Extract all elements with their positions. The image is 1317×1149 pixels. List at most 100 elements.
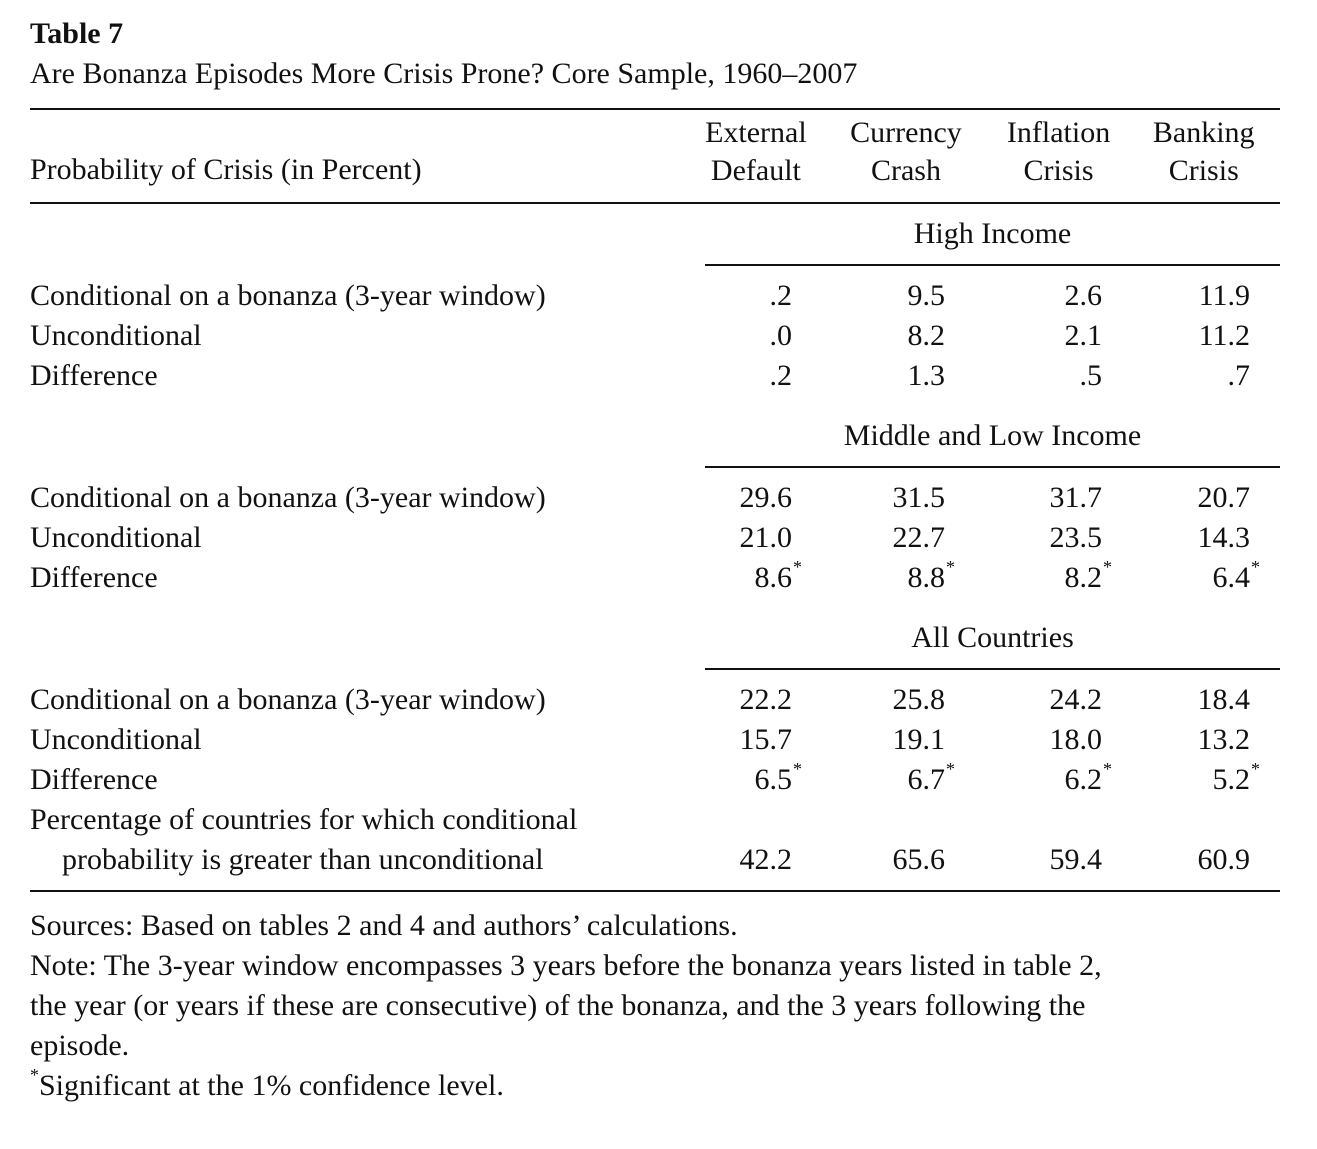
table-row: Conditional on a bonanza (3-year window)…: [30, 276, 1280, 316]
section-heading: Middle and Low Income: [843, 419, 1142, 452]
table-cell: .2: [770, 356, 793, 396]
row-label: Conditional on a bonanza (3-year window): [30, 481, 546, 514]
significance-asterisk: *: [1251, 759, 1260, 779]
table-row: Difference 8.6* 8.8* 8.2* 6.4*: [30, 557, 1280, 601]
table-cell: .7: [1228, 356, 1251, 396]
cell-value: 8.2: [1064, 561, 1103, 594]
section-rows: Conditional on a bonanza (3-year window)…: [30, 276, 1280, 396]
table-cell: 18.0: [1050, 720, 1103, 760]
cell-value: .0: [769, 319, 793, 352]
column-header-inflation-crisis: Inflation Crisis: [1006, 116, 1111, 187]
asterisk-marker: *: [30, 1065, 39, 1085]
table-cell: 1.3: [908, 356, 946, 396]
table-cell: 8.6*: [754, 557, 803, 601]
table-cell: 8.2: [908, 316, 946, 356]
cell-value: 22.7: [892, 521, 946, 554]
table-cell: 8.2*: [1064, 557, 1113, 601]
stub-header: Probability of Crisis (in Percent): [30, 153, 422, 186]
table-notes: Sources: Based on tables 2 and 4 and aut…: [30, 906, 1280, 1109]
table-row: Conditional on a bonanza (3-year window)…: [30, 680, 1280, 720]
table-cell: 23.5: [1050, 518, 1103, 558]
table-cell: 6.5*: [754, 759, 803, 803]
bottom-rule: [30, 890, 1280, 892]
cell-value: 18.4: [1197, 683, 1251, 716]
cell-value: 6.4: [1212, 561, 1251, 594]
section-rows: Conditional on a bonanza (3-year window)…: [30, 680, 1280, 880]
table-cell: 18.4: [1198, 680, 1251, 720]
note-line: Note: The 3-year window encompasses 3 ye…: [30, 949, 1102, 982]
cell-value: 2.1: [1064, 319, 1103, 352]
significance-asterisk: *: [946, 557, 955, 577]
table-row: Conditional on a bonanza (3-year window)…: [30, 478, 1280, 518]
cell-value: 21.0: [739, 521, 793, 554]
row-label-line: probability is greater than unconditiona…: [62, 843, 544, 876]
cell-value: 9.5: [907, 279, 946, 312]
cell-value: 29.6: [739, 481, 793, 514]
row-label: Percentage of countries for which condit…: [30, 800, 700, 880]
cell-value: 1.3: [907, 359, 946, 392]
cell-value: 20.7: [1197, 481, 1251, 514]
table-cell: 22.7: [893, 518, 946, 558]
table-cell: 2.6: [1065, 276, 1103, 316]
cell-value: 22.2: [739, 683, 793, 716]
table-cell: 20.7: [1198, 478, 1251, 518]
row-label: Conditional on a bonanza (3-year window): [30, 279, 546, 312]
table-cell: 59.4: [1049, 843, 1103, 876]
column-header-banking-crisis: Banking Crisis: [1152, 116, 1255, 187]
table-cell: 2.1: [1065, 316, 1103, 356]
table-cell: 6.2*: [1065, 759, 1113, 803]
section-heading: All Countries: [911, 621, 1074, 654]
table-cell: 24.2: [1050, 680, 1103, 720]
cell-value: 8.6: [754, 561, 793, 594]
table-cell: 8.8*: [907, 557, 956, 601]
section-heading-row: High Income: [30, 204, 1280, 264]
table-cell: 5.2*: [1213, 759, 1261, 803]
row-label: Difference: [30, 561, 158, 594]
table-cell: 22.2: [740, 680, 793, 720]
top-rule: [30, 108, 1280, 110]
cell-value: 8.8: [907, 561, 946, 594]
table-row: Unconditional .0 8.2 2.1 11.2: [30, 316, 1280, 356]
table-cell: .5: [1080, 356, 1103, 396]
column-header-external-default: External Default: [705, 116, 807, 187]
table-cell: 11.2: [1199, 316, 1250, 356]
cell-value: 6.7: [907, 763, 946, 796]
table-row: Unconditional 15.7 19.1 18.0 13.2: [30, 720, 1280, 760]
section-heading-row: Middle and Low Income: [30, 406, 1280, 466]
table-label: Table 7: [30, 17, 124, 50]
row-label: Difference: [30, 359, 158, 392]
row-label-line: Percentage of countries for which condit…: [30, 803, 578, 836]
table-cell: 21.0: [740, 518, 793, 558]
table-body: High Income Conditional on a bonanza (3-y…: [30, 204, 1280, 880]
cell-value: 8.2: [907, 319, 946, 352]
table-cell: 19.1: [893, 720, 946, 760]
table-cell: 29.6: [740, 478, 793, 518]
significance-asterisk: *: [1251, 557, 1260, 577]
row-label: Conditional on a bonanza (3-year window): [30, 683, 546, 716]
table-cell: .0: [770, 316, 793, 356]
section-rule: [705, 264, 1280, 266]
cell-value: 11.9: [1198, 279, 1250, 312]
cell-value: 31.5: [892, 481, 946, 514]
row-label: Unconditional: [30, 521, 202, 554]
table-cell: 31.7: [1050, 478, 1103, 518]
table-cell: 25.8: [893, 680, 946, 720]
table-cell: 31.5: [893, 478, 946, 518]
table-cell: 65.6: [892, 843, 946, 876]
table-cell: 13.2: [1198, 720, 1251, 760]
section-rule: [705, 668, 1280, 670]
table-row: Percentage of countries for which condit…: [30, 800, 1280, 880]
section-heading-row: All Countries: [30, 608, 1280, 668]
significance-asterisk: *: [793, 557, 802, 577]
sources-note: Sources: Based on tables 2 and 4 and aut…: [30, 909, 738, 942]
cell-value: 11.2: [1198, 319, 1250, 352]
table-cell: 15.7: [740, 720, 793, 760]
cell-value: 19.1: [892, 723, 946, 756]
cell-value: 23.5: [1049, 521, 1103, 554]
cell-value: .2: [769, 279, 793, 312]
table-cell: 14.3: [1198, 518, 1251, 558]
table-cell: .2: [770, 276, 793, 316]
header-rule: [30, 202, 1280, 204]
cell-value: 25.8: [892, 683, 946, 716]
cell-value: 6.5: [754, 763, 793, 796]
